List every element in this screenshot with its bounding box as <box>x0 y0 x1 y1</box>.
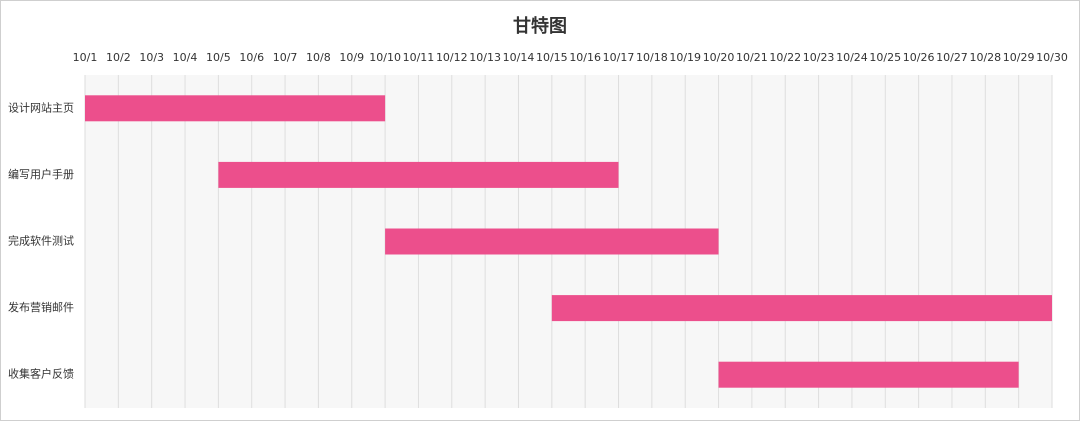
x-tick-label: 10/8 <box>306 51 331 64</box>
x-tick-label: 10/12 <box>436 51 468 64</box>
task-bar <box>385 228 719 255</box>
x-tick-label: 10/6 <box>239 51 264 64</box>
x-tick-label: 10/23 <box>803 51 835 64</box>
x-tick-label: 10/19 <box>669 51 701 64</box>
x-tick-label: 10/17 <box>603 51 635 64</box>
x-tick-label: 10/18 <box>636 51 668 64</box>
x-tick-label: 10/14 <box>503 51 535 64</box>
x-tick-label: 10/26 <box>903 51 935 64</box>
x-tick-label: 10/16 <box>569 51 601 64</box>
x-tick-label: 10/25 <box>869 51 901 64</box>
task-bar <box>218 161 619 188</box>
task-bar <box>85 95 386 122</box>
task-bar <box>718 361 1019 388</box>
y-tick-label: 发布营销邮件 <box>8 300 74 314</box>
task-bar <box>551 295 1052 322</box>
x-tick-label: 10/9 <box>339 51 364 64</box>
x-tick-label: 10/13 <box>469 51 501 64</box>
x-tick-label: 10/3 <box>139 51 164 64</box>
x-tick-label: 10/4 <box>173 51 198 64</box>
x-tick-label: 10/30 <box>1036 51 1068 64</box>
x-tick-label: 10/7 <box>273 51 298 64</box>
x-tick-label: 10/27 <box>936 51 968 64</box>
x-tick-label: 10/20 <box>703 51 735 64</box>
chart-title: 甘特图 <box>513 15 567 37</box>
x-tick-label: 10/24 <box>836 51 868 64</box>
y-tick-label: 编写用户手册 <box>8 167 74 181</box>
x-tick-label: 10/1 <box>73 51 98 64</box>
x-tick-label: 10/22 <box>769 51 801 64</box>
x-tick-label: 10/10 <box>369 51 401 64</box>
x-tick-label: 10/5 <box>206 51 231 64</box>
x-tick-label: 10/15 <box>536 51 568 64</box>
x-tick-label: 10/28 <box>969 51 1001 64</box>
y-tick-label: 设计网站主页 <box>8 100 74 114</box>
y-tick-label: 收集客户反馈 <box>8 367 74 381</box>
y-tick-label: 完成软件测试 <box>8 234 74 248</box>
x-tick-label: 10/21 <box>736 51 768 64</box>
x-tick-label: 10/29 <box>1003 51 1035 64</box>
x-tick-label: 10/11 <box>403 51 435 64</box>
x-tick-label: 10/2 <box>106 51 131 64</box>
